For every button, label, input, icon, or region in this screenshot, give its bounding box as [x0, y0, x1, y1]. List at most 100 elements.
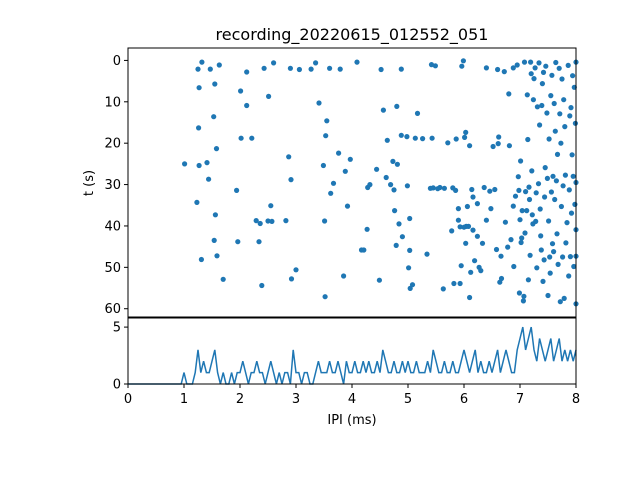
- raster-point: [266, 93, 272, 99]
- raster-point: [517, 217, 523, 223]
- raster-point: [519, 208, 525, 214]
- raster-point: [534, 104, 541, 110]
- raster-point: [562, 172, 569, 178]
- raster-point: [511, 263, 517, 270]
- raster-point: [543, 63, 549, 69]
- raster-point: [531, 76, 537, 82]
- raster-point: [211, 237, 217, 243]
- raster-point: [498, 275, 505, 282]
- raster-point: [516, 187, 522, 193]
- raster-point: [537, 122, 543, 128]
- raster-point: [322, 218, 328, 224]
- raster-point: [469, 186, 475, 193]
- raster-point: [398, 66, 404, 72]
- raster-point: [550, 173, 556, 179]
- raster-point: [420, 136, 426, 142]
- raster-point: [472, 258, 478, 264]
- raster-point: [467, 143, 473, 149]
- raster-point: [568, 210, 575, 216]
- raster-y-ticks: 0 10 20 30 40 50 60: [104, 54, 128, 317]
- raster-point: [561, 97, 567, 103]
- raster-point: [549, 72, 555, 78]
- raster-point: [560, 183, 566, 189]
- raster-point: [470, 194, 476, 200]
- raster-point: [198, 256, 204, 263]
- raster-points: [182, 58, 579, 307]
- raster-point: [271, 60, 277, 66]
- raster-point: [207, 66, 213, 72]
- raster-axes-frame: [127, 47, 577, 318]
- raster-point: [557, 111, 563, 117]
- raster-point: [506, 91, 512, 97]
- raster-point: [560, 254, 566, 260]
- raster-point: [501, 69, 507, 75]
- raster-point: [293, 267, 299, 273]
- raster-point: [479, 240, 486, 246]
- chart-title: recording_20220615_012552_051: [216, 25, 489, 45]
- raster-point: [361, 247, 367, 253]
- raster-point: [487, 188, 493, 194]
- raster-point: [540, 69, 547, 75]
- raster-point: [244, 102, 250, 109]
- raster-y-tick-label: 20: [104, 137, 121, 152]
- raster-point: [545, 292, 551, 299]
- raster-point: [391, 187, 397, 193]
- raster-point: [536, 60, 542, 66]
- raster-point: [496, 134, 502, 140]
- raster-point: [524, 92, 530, 98]
- raster-point: [495, 141, 501, 147]
- raster-point: [533, 190, 539, 196]
- raster-point: [514, 62, 520, 68]
- histogram-y-ticks: 05: [113, 321, 128, 393]
- raster-point: [493, 246, 500, 253]
- raster-point: [328, 190, 334, 196]
- raster-point: [459, 63, 465, 69]
- raster-point: [455, 206, 461, 212]
- histogram-x-tick-label: 4: [348, 392, 356, 407]
- raster-point: [465, 223, 472, 229]
- raster-point: [508, 237, 514, 243]
- raster-point: [437, 184, 443, 191]
- raster-point: [569, 152, 575, 158]
- raster-point: [390, 158, 396, 164]
- raster-point: [539, 102, 545, 109]
- raster-point: [234, 187, 240, 193]
- raster-point: [541, 257, 547, 263]
- raster-point: [344, 203, 351, 209]
- raster-point: [547, 254, 553, 260]
- raster-point: [206, 176, 212, 182]
- raster-point: [515, 174, 521, 180]
- raster-point: [538, 233, 544, 239]
- raster-point: [463, 240, 469, 246]
- raster-point: [342, 168, 348, 174]
- raster-point: [409, 282, 416, 288]
- raster-point: [404, 134, 410, 140]
- raster-point: [396, 221, 402, 227]
- histogram-axes-frame: [127, 317, 577, 385]
- raster-point: [440, 286, 446, 292]
- raster-point: [522, 230, 528, 236]
- raster-point: [212, 212, 218, 218]
- histogram-x-ticks: 0 1 2 3 4 5 6 7 8: [124, 384, 580, 407]
- raster-point: [520, 298, 527, 304]
- raster-y-tick-label: 0: [113, 54, 121, 69]
- raster-point: [287, 65, 293, 71]
- raster-point: [268, 203, 274, 209]
- raster-point: [478, 268, 484, 274]
- raster-point: [525, 136, 531, 143]
- raster-point: [460, 58, 466, 64]
- raster-point: [380, 107, 386, 113]
- raster-point: [211, 114, 217, 120]
- raster-point: [481, 184, 487, 191]
- raster-point: [483, 217, 489, 223]
- raster-point: [182, 161, 188, 167]
- raster-point: [524, 208, 530, 214]
- raster-point: [364, 226, 370, 232]
- raster-point: [212, 81, 218, 87]
- raster-point: [458, 263, 464, 269]
- raster-point: [194, 199, 200, 205]
- raster-point: [414, 110, 421, 116]
- raster-y-tick-label: 50: [104, 261, 121, 276]
- raster-point: [548, 93, 554, 99]
